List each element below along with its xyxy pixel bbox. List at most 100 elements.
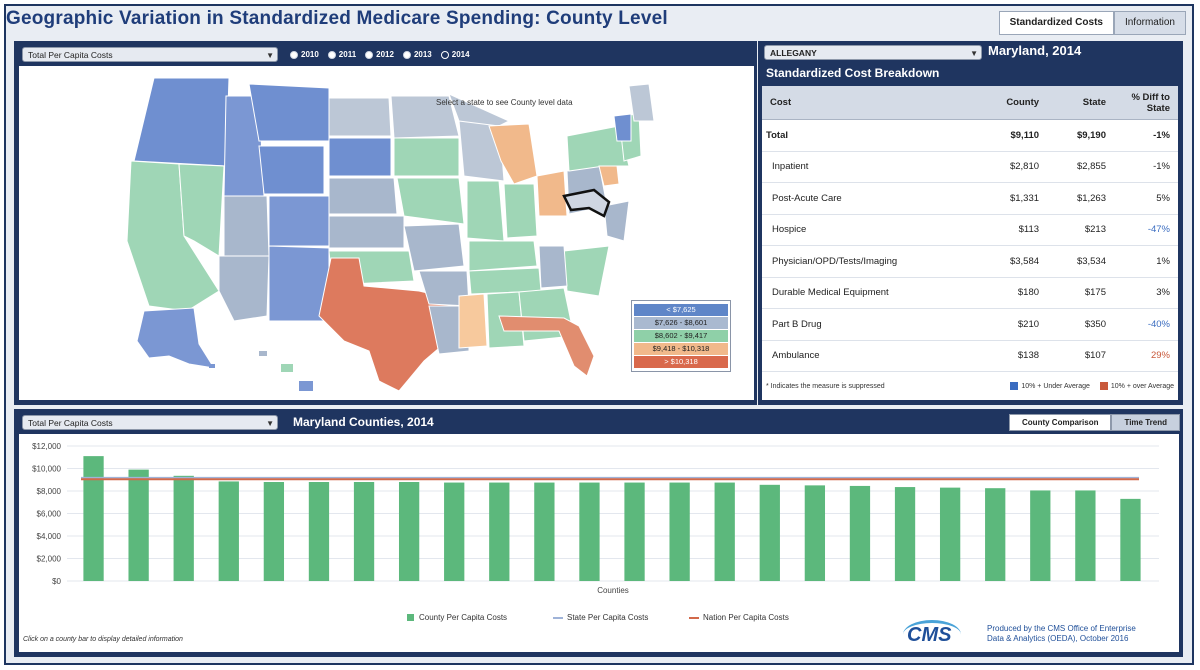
state-shape[interactable] xyxy=(258,145,325,195)
state-shape[interactable] xyxy=(563,245,610,297)
county-bar[interactable] xyxy=(308,482,330,581)
cost-name: Ambulance xyxy=(762,340,975,372)
y-tick-label: $6,000 xyxy=(37,510,62,519)
year-label: 2014 xyxy=(451,50,470,59)
county-bar[interactable] xyxy=(579,482,600,581)
chart-measure-select[interactable]: Total Per Capita Costs ▼ xyxy=(22,415,278,430)
state-shape[interactable] xyxy=(178,163,225,257)
year-radio-2011[interactable]: 2011 xyxy=(327,50,356,59)
state-shape-hawaii[interactable] xyxy=(281,364,293,372)
map-legend: < $7,625 $7,626 - $8,601 $8,602 - $9,417… xyxy=(631,300,731,372)
table-row[interactable]: Hospice $113 $213 -47% xyxy=(762,214,1178,246)
state-shape-ohio[interactable] xyxy=(536,170,568,217)
county-bar[interactable] xyxy=(1120,498,1141,581)
diff-value: -40% xyxy=(1114,308,1178,341)
us-map[interactable]: Select a state to see County level data … xyxy=(19,66,754,400)
state-shape-alaska-island[interactable] xyxy=(209,364,215,368)
state-shape[interactable] xyxy=(328,177,398,215)
state-shape[interactable] xyxy=(603,200,630,242)
county-bar[interactable] xyxy=(83,456,104,581)
county-bar[interactable] xyxy=(218,481,239,581)
legend-over-average: 10% + over Average xyxy=(1099,382,1174,390)
page-title: Geographic Variation in Standardized Med… xyxy=(6,8,668,29)
state-shape[interactable] xyxy=(328,137,392,177)
year-radio-2012[interactable]: 2012 xyxy=(365,50,394,59)
cost-breakdown-table: Cost County State % Diff to State Total … xyxy=(762,86,1178,400)
state-shape-alaska[interactable] xyxy=(136,307,216,369)
tab-time-trend[interactable]: Time Trend xyxy=(1111,414,1180,431)
table-row[interactable]: Post-Acute Care $1,331 $1,263 5% xyxy=(762,182,1178,215)
county-bar[interactable] xyxy=(444,482,465,581)
county-bar[interactable] xyxy=(759,484,780,581)
county-bar[interactable] xyxy=(939,487,961,581)
state-shape[interactable] xyxy=(503,183,538,239)
under-average-swatch xyxy=(1010,382,1019,390)
diff-value: -1% xyxy=(1114,119,1178,152)
state-shape[interactable] xyxy=(468,240,538,272)
over-average-swatch xyxy=(1099,382,1108,390)
county-bar[interactable] xyxy=(714,482,735,581)
y-tick-label: $4,000 xyxy=(37,532,62,541)
county-bar[interactable] xyxy=(534,482,555,581)
table-row[interactable]: Total $9,110 $9,190 -1% xyxy=(762,119,1178,152)
county-bar[interactable] xyxy=(173,475,194,581)
x-axis-label: Counties xyxy=(597,586,629,595)
state-shape[interactable] xyxy=(403,223,465,272)
state-shape[interactable] xyxy=(218,255,270,322)
state-shape[interactable] xyxy=(468,267,542,295)
table-row[interactable]: Inpatient $2,810 $2,855 -1% xyxy=(762,151,1178,183)
tab-information[interactable]: Information xyxy=(1113,11,1186,35)
state-shape-hawaii[interactable] xyxy=(259,351,267,356)
state-shape[interactable] xyxy=(396,177,465,225)
table-row[interactable]: Ambulance $138 $107 29% xyxy=(762,340,1178,372)
state-shape-mississippi[interactable] xyxy=(458,293,488,349)
state-shape[interactable] xyxy=(328,97,392,137)
county-bar[interactable] xyxy=(398,482,420,581)
county-bar[interactable] xyxy=(669,482,690,581)
table-row[interactable]: Physician/OPD/Tests/Imaging $3,584 $3,53… xyxy=(762,245,1178,278)
state-shape-hawaii[interactable] xyxy=(299,381,313,391)
county-bar[interactable] xyxy=(849,485,871,581)
state-shape[interactable] xyxy=(328,215,405,249)
suppression-note: * Indicates the measure is suppressed xyxy=(766,382,885,390)
state-shape[interactable] xyxy=(248,83,330,142)
state-shape[interactable] xyxy=(538,245,568,289)
county-bar[interactable] xyxy=(1075,490,1096,581)
state-shape[interactable] xyxy=(133,77,230,167)
state-shape-texas[interactable] xyxy=(318,257,460,392)
state-shape[interactable] xyxy=(393,137,460,177)
us-map-graphic[interactable] xyxy=(19,66,754,400)
county-bar[interactable] xyxy=(263,482,285,581)
county-bar[interactable] xyxy=(353,482,375,581)
state-shape[interactable] xyxy=(466,180,505,242)
county-bar[interactable] xyxy=(624,482,645,581)
tab-standardized-costs[interactable]: Standardized Costs xyxy=(998,11,1114,35)
state-shape[interactable] xyxy=(613,113,632,142)
state-shape-maryland[interactable] xyxy=(562,188,611,218)
county-bar[interactable] xyxy=(489,482,510,581)
county-select[interactable]: ALLEGANY ▼ xyxy=(764,45,982,60)
legend-row-3: $8,602 - $9,417 xyxy=(634,330,728,342)
county-bar[interactable] xyxy=(894,487,916,581)
state-shape-michigan[interactable] xyxy=(488,123,538,185)
county-bar[interactable] xyxy=(804,485,826,581)
state-shape[interactable] xyxy=(628,83,655,122)
county-bar[interactable] xyxy=(1030,490,1051,581)
county-bar[interactable] xyxy=(985,488,1006,581)
chart-panel-title: Maryland Counties, 2014 xyxy=(293,415,434,429)
state-shape-new-jersey[interactable] xyxy=(598,165,620,187)
state-shape-florida[interactable] xyxy=(498,315,595,377)
logo-arc xyxy=(903,620,961,649)
table-row[interactable]: Part B Drug $210 $350 -40% xyxy=(762,308,1178,341)
county-bar[interactable] xyxy=(128,469,149,581)
diff-value: 5% xyxy=(1114,182,1178,215)
map-measure-select[interactable]: Total Per Capita Costs ▼ xyxy=(22,47,278,62)
year-radio-2010[interactable]: 2010 xyxy=(290,50,319,59)
state-shape[interactable] xyxy=(223,195,270,257)
table-row[interactable]: Durable Medical Equipment $180 $175 3% xyxy=(762,277,1178,309)
state-shape[interactable] xyxy=(390,95,460,139)
state-shape[interactable] xyxy=(268,195,330,247)
year-radio-2013[interactable]: 2013 xyxy=(402,50,432,59)
tab-county-comparison[interactable]: County Comparison xyxy=(1009,414,1112,431)
year-radio-2014[interactable]: 2014 xyxy=(440,50,470,59)
